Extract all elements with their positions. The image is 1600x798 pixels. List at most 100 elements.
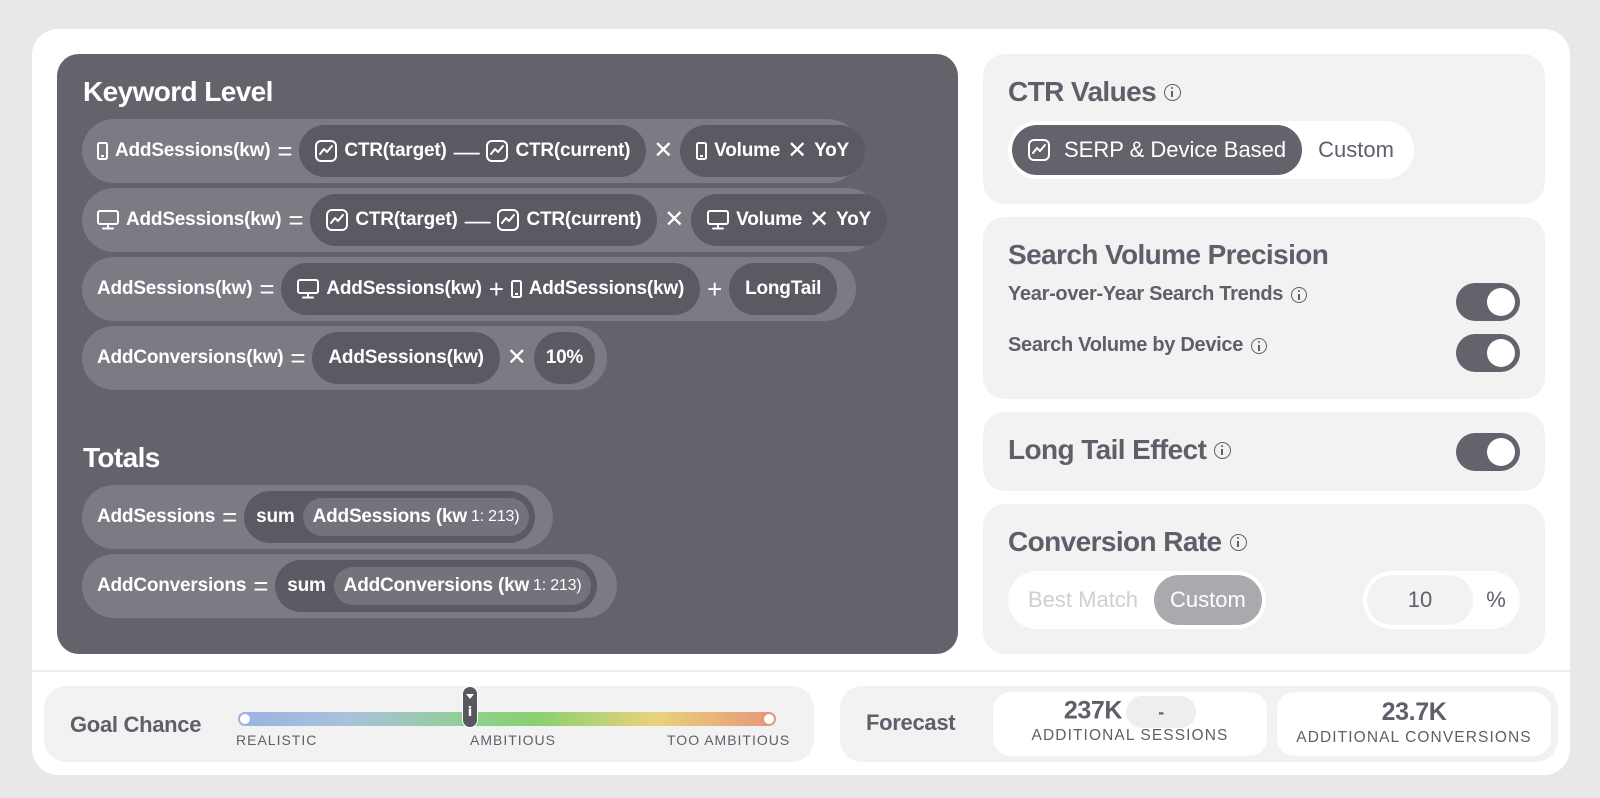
desktop-icon — [297, 279, 320, 299]
conversion-option-custom[interactable]: Custom — [1154, 575, 1262, 625]
times-sign: ✕ — [787, 137, 808, 164]
forecast-sessions-value: 237K — [1063, 696, 1123, 725]
toggle-knob — [1487, 288, 1515, 316]
times-sign: ✕ — [653, 137, 674, 164]
info-icon[interactable] — [1229, 533, 1247, 551]
ctr-option-label: SERP & Device Based — [1064, 137, 1287, 162]
sum-range: 1: 213) — [533, 577, 582, 594]
ctr-values-title-text: CTR Values — [1008, 76, 1157, 107]
gradient-end-dot — [762, 712, 776, 726]
info-icon[interactable] — [1251, 337, 1268, 354]
sum-argument-label: AddConversions (kw — [343, 575, 530, 596]
ctr-option-label: Custom — [1318, 137, 1394, 162]
trend-chart-icon — [486, 140, 509, 162]
rate-term: 10% — [545, 347, 584, 368]
conversion-option-label: Best Match — [1028, 587, 1139, 612]
conversion-rate-title: Conversion Rate — [1008, 526, 1247, 558]
ctr-values-panel: CTR Values SERP & Device Based Custom — [983, 54, 1545, 204]
conversion-rate-input-wrap: 10 % — [1363, 571, 1520, 629]
ctr-difference-pill[interactable]: CTR(target) — CTR(current) — [299, 125, 647, 177]
section-divider — [32, 670, 1570, 672]
conversion-option-label: Custom — [1170, 587, 1246, 612]
device-sessions-pill[interactable]: AddSessions(kw) + AddSessions(kw) — [281, 263, 701, 315]
conversion-option-best-match[interactable]: Best Match — [1012, 575, 1154, 625]
sum-pill[interactable]: sum AddConversions (kw 1: 213) — [275, 560, 598, 612]
yoy-trends-text: Year-over-Year Search Trends — [1008, 283, 1284, 305]
long-tail-panel: Long Tail Effect — [983, 412, 1545, 491]
equals-sign: = — [290, 343, 306, 373]
equals-sign: = — [277, 136, 293, 166]
yoy-term: YoY — [814, 140, 850, 161]
phone-icon — [696, 142, 708, 160]
sum-pill[interactable]: sum AddSessions (kw 1: 213) — [244, 491, 536, 543]
toggle-knob — [1487, 438, 1515, 466]
formula-panel: Keyword Level AddSessions(kw) = CTR(targ… — [57, 54, 958, 654]
forecast-bar: Forecast 237K - ADDITIONAL SESSIONS 23.7K… — [840, 686, 1558, 762]
conversion-rate-input[interactable]: 10 — [1367, 575, 1473, 625]
sum-argument: AddConversions (kw 1: 213) — [333, 567, 592, 605]
info-icon[interactable] — [1214, 441, 1232, 459]
sum-function: sum — [287, 575, 326, 596]
longtail-pill[interactable]: LongTail — [729, 263, 838, 315]
formula-row-conversions: AddConversions(kw) = AddSessions(kw) ✕ 1… — [82, 326, 607, 390]
forecast-sessions-box: 237K - ADDITIONAL SESSIONS — [993, 692, 1267, 756]
trend-chart-icon — [326, 209, 349, 231]
conversion-rate-panel: Conversion Rate Best Match Custom 10 % — [983, 504, 1545, 654]
info-icon[interactable] — [1291, 286, 1308, 303]
volume-pill[interactable]: Volume ✕ YoY — [691, 194, 888, 246]
volume-pill[interactable]: Volume ✕ YoY — [680, 125, 866, 177]
formula-row-desktop-sessions: AddSessions(kw) = CTR(target) — CTR(curr… — [82, 188, 888, 252]
formula-row-mobile-sessions: AddSessions(kw) = CTR(target) — CTR(curr… — [82, 119, 866, 183]
goal-chance-label: Goal Chance — [70, 712, 202, 737]
keyword-level-title: Keyword Level — [83, 76, 273, 107]
ctr-current: CTR(current) — [515, 140, 631, 161]
equals-sign: = — [222, 502, 238, 532]
info-icon[interactable] — [1164, 83, 1182, 101]
toggle-knob — [1487, 339, 1515, 367]
longtail-term: LongTail — [745, 278, 822, 299]
long-tail-title: Long Tail Effect — [1008, 434, 1232, 466]
device-volume-label: Search Volume by Device — [1008, 334, 1268, 357]
equals-sign: = — [259, 274, 275, 304]
search-volume-title: Search Volume Precision — [1008, 239, 1329, 270]
sessions-pill[interactable]: AddSessions(kw) — [312, 332, 500, 384]
search-volume-panel: Search Volume Precision Year-over-Year S… — [983, 217, 1545, 399]
ctr-option-serp-device[interactable]: SERP & Device Based — [1012, 125, 1303, 175]
desktop-icon — [707, 210, 730, 230]
gradient-start-dot — [238, 712, 252, 726]
phone-icon — [510, 280, 522, 298]
ctr-mode-selector: SERP & Device Based Custom — [1008, 121, 1414, 179]
phone-icon — [97, 142, 108, 160]
goal-chance-gradient[interactable] — [238, 712, 776, 726]
yoy-trends-label: Year-over-Year Search Trends — [1008, 283, 1308, 306]
ctr-option-custom[interactable]: Custom — [1302, 125, 1410, 175]
formula-lhs: AddSessions(kw) — [97, 278, 253, 299]
yoy-term: YoY — [836, 209, 872, 230]
tick-ambitious: AMBITIOUS — [470, 732, 557, 748]
mobile-sessions-term: AddSessions(kw) — [528, 278, 685, 299]
totals-row-sessions: AddSessions = sum AddSessions (kw 1: 213) — [82, 485, 553, 549]
desktop-sessions-term: AddSessions(kw) — [326, 278, 482, 299]
goal-chance-bar: Goal Chance REALISTIC AMBITIOUS TOO AMBI… — [44, 686, 814, 762]
long-tail-title-text: Long Tail Effect — [1008, 434, 1207, 465]
trend-chart-icon — [315, 140, 338, 162]
long-tail-toggle[interactable] — [1456, 433, 1520, 471]
equals-sign: = — [288, 205, 304, 235]
conversion-rate-title-text: Conversion Rate — [1008, 526, 1222, 557]
tick-realistic: REALISTIC — [236, 732, 318, 748]
percent-unit: % — [1486, 587, 1506, 612]
formula-lhs: AddSessions(kw) — [115, 140, 271, 161]
sum-argument: AddSessions (kw 1: 213) — [302, 498, 530, 536]
formula-lhs: AddSessions(kw) — [126, 209, 282, 230]
trend-chart-icon — [497, 209, 520, 231]
ctr-target: CTR(target) — [355, 209, 458, 230]
device-volume-toggle[interactable] — [1456, 334, 1520, 372]
goal-chance-handle[interactable] — [462, 686, 478, 728]
yoy-trends-toggle[interactable] — [1456, 283, 1520, 321]
rate-pill[interactable]: 10% — [533, 332, 596, 384]
ctr-current: CTR(current) — [526, 209, 642, 230]
device-volume-text: Search Volume by Device — [1008, 334, 1244, 356]
ctr-difference-pill[interactable]: CTR(target) — CTR(current) — [310, 194, 658, 246]
sum-function: sum — [256, 506, 295, 527]
plus-sign: + — [707, 274, 723, 304]
